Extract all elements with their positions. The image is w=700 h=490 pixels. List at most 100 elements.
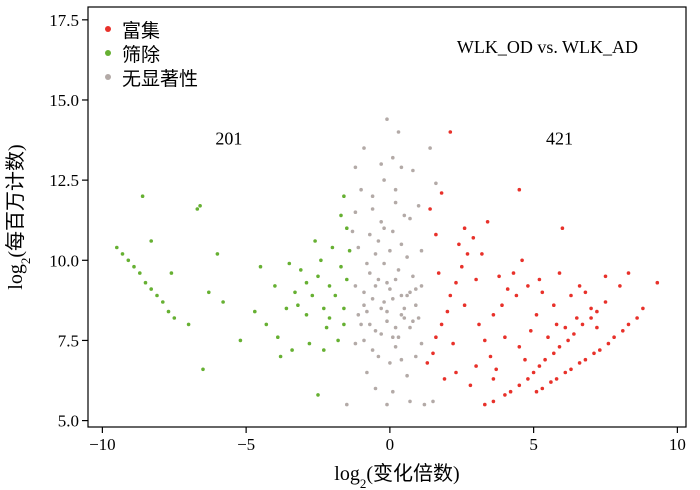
point-enriched [477,322,481,327]
plot-frame [87,6,687,428]
point-not-significant [382,226,386,230]
point-filtered [342,194,346,198]
x-tick-label: 5 [529,435,538,454]
point-enriched [468,383,473,388]
point-filtered [273,284,277,288]
point-not-significant [388,248,392,253]
count-annotation: 421 [546,128,573,148]
point-enriched [589,316,593,320]
point-filtered [172,316,177,320]
point-enriched [465,252,470,256]
point-filtered [238,338,243,343]
point-not-significant [382,300,386,304]
point-not-significant [379,162,384,166]
point-filtered [293,290,297,295]
point-enriched [500,303,504,308]
point-enriched [583,290,588,295]
point-filtered [296,303,300,308]
point-enriched [474,277,478,282]
y-axis-label: log2(每百万计数) [4,144,33,289]
point-not-significant [393,277,398,282]
y-tick-label: 10.0 [49,251,79,270]
point-filtered [330,245,335,250]
point-enriched [480,252,484,256]
point-not-significant [353,165,358,170]
point-enriched [543,357,547,362]
point-not-significant [373,386,378,391]
point-not-significant [396,130,401,134]
count-annotations: 201 421 [215,128,573,148]
point-not-significant [362,338,366,343]
chart-title: WLK_OD vs. WLK_AD [457,37,638,57]
point-filtered [140,194,145,198]
point-filtered [149,239,153,243]
point-filtered [299,268,303,272]
point-filtered [149,287,153,291]
point-enriched [534,313,539,317]
point-filtered [287,261,292,266]
point-filtered [186,322,191,327]
point-filtered [316,274,320,279]
point-enriched [606,341,611,346]
y-tick-label: 7.5 [58,331,79,350]
point-not-significant [414,303,418,308]
point-filtered [313,239,317,243]
point-enriched [491,313,496,317]
point-not-significant [368,271,372,275]
point-filtered [304,313,309,317]
point-not-significant [416,204,421,208]
point-enriched [491,377,496,381]
point-not-significant [419,284,424,288]
point-filtered [342,306,346,311]
point-enriched [655,280,660,285]
point-filtered [319,258,323,263]
point-enriched [431,351,435,356]
point-filtered [166,309,171,314]
point-not-significant [376,277,381,282]
point-not-significant [353,341,358,346]
point-filtered [264,322,269,327]
point-not-significant [405,255,409,259]
point-not-significant [368,232,372,237]
point-filtered [310,293,315,298]
point-not-significant [385,309,389,314]
point-not-significant [434,181,438,186]
point-enriched [494,367,499,372]
point-enriched [445,309,450,314]
point-filtered [339,264,343,269]
point-not-significant [353,284,358,288]
point-enriched [434,232,438,237]
point-not-significant [385,319,389,324]
point-enriched [503,335,507,340]
point-not-significant [428,146,432,150]
point-filtered [155,293,159,298]
point-not-significant [385,280,389,285]
point-not-significant [345,402,349,407]
point-enriched [485,220,490,224]
point-filtered [258,264,263,269]
point-enriched [520,258,524,263]
point-enriched [554,377,559,381]
point-not-significant [411,168,415,173]
point-filtered [221,300,225,304]
point-filtered [304,280,309,285]
point-enriched [618,284,622,288]
legend-label-enriched: 富集 [122,20,160,42]
point-not-significant [379,220,384,224]
point-enriched [439,322,444,327]
point-not-significant [359,187,363,192]
x-tick-label: 10 [669,435,686,454]
point-enriched [557,345,562,349]
point-not-significant [373,284,378,288]
point-filtered [307,341,312,346]
point-not-significant [370,297,375,301]
point-filtered [322,306,326,311]
point-enriched [529,329,533,333]
point-enriched [454,280,458,285]
point-enriched [517,345,522,349]
point-not-significant [402,316,407,320]
point-not-significant [396,335,401,340]
point-not-significant [362,290,366,295]
point-enriched [471,236,476,240]
